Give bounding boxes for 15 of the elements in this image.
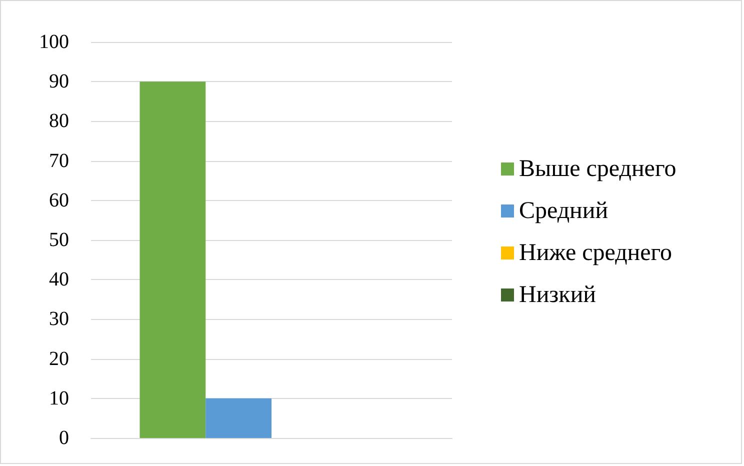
legend-label: Выше среднего <box>519 156 676 182</box>
y-tick-label: 60 <box>49 189 69 212</box>
y-tick-label: 30 <box>49 308 69 330</box>
y-tick-label: 20 <box>49 348 69 370</box>
legend-label: Низкий <box>519 282 596 308</box>
y-tick-label: 100 <box>39 31 69 53</box>
y-tick-label: 10 <box>49 387 69 410</box>
y-tick-label: 80 <box>49 110 69 132</box>
legend-label: Средний <box>519 198 608 224</box>
y-tick-label: 0 <box>59 427 69 449</box>
y-tick-label: 50 <box>49 229 69 251</box>
y-tick-label: 70 <box>49 150 69 172</box>
legend-label: Ниже среднего <box>519 240 672 266</box>
y-tick-label: 40 <box>49 268 69 291</box>
y-tick-label: 90 <box>49 70 69 93</box>
